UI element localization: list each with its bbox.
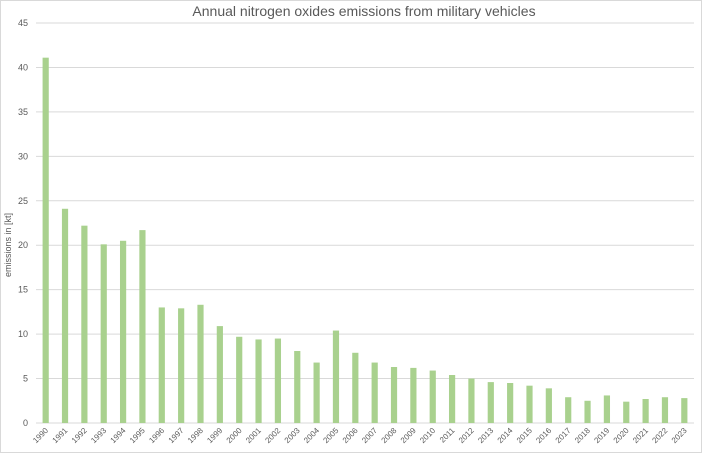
y-tick-label: 25 [18, 196, 28, 206]
bar-2012 [468, 378, 475, 423]
bar-2023 [681, 398, 688, 423]
x-tick-label: 2021 [631, 426, 650, 445]
bar-2013 [487, 382, 494, 423]
bar-2001 [255, 339, 262, 423]
y-tick-label: 5 [23, 374, 28, 384]
x-tick-label: 1994 [109, 426, 128, 445]
x-tick-label: 2013 [476, 426, 495, 445]
bar-2003 [294, 351, 301, 423]
x-tick-label: 2000 [225, 426, 244, 445]
y-tick-label: 35 [18, 107, 28, 117]
x-tick-label: 1992 [70, 426, 89, 445]
x-tick-label: 2016 [534, 426, 553, 445]
bar-2002 [274, 338, 282, 423]
bar-1991 [61, 208, 69, 423]
y-axis-label: emissions in [kt] [3, 213, 13, 277]
x-tick-label: 2006 [341, 426, 360, 445]
bar-2020 [623, 401, 630, 423]
x-tick-label: 2011 [438, 426, 457, 445]
bar-2009 [410, 367, 417, 423]
x-tick-label: 1997 [167, 426, 186, 445]
bar-1993 [100, 244, 107, 423]
bar-2019 [603, 395, 611, 423]
bar-2010 [429, 370, 436, 423]
bar-2015 [526, 385, 533, 423]
x-tick-label: 1991 [50, 426, 69, 445]
bar-2000 [236, 336, 243, 423]
bar-2005 [332, 330, 340, 423]
y-tick-labels: 0 5 10 15 20 25 30 35 40 45 [18, 18, 28, 428]
bar-1990 [42, 57, 49, 424]
x-tick-label: 2018 [573, 426, 592, 445]
bar-2004 [313, 362, 320, 423]
x-tick-label: 2001 [244, 426, 263, 445]
x-tick-label: 1993 [89, 426, 108, 445]
bar-1996 [158, 307, 165, 423]
y-tick-label: 15 [18, 285, 28, 295]
x-tick-label: 2019 [592, 426, 611, 445]
bar-2008 [390, 367, 398, 423]
bar-1998 [197, 304, 204, 423]
bar-1994 [119, 240, 127, 423]
y-tick-label: 0 [23, 418, 28, 428]
bars [42, 57, 688, 424]
bar-2011 [448, 375, 456, 423]
y-tick-label: 40 [18, 62, 28, 72]
x-tick-label: 2002 [263, 426, 282, 445]
y-tick-label: 45 [18, 18, 28, 28]
bar-2016 [545, 388, 552, 423]
x-tick-label: 2023 [670, 426, 689, 445]
bar-1997 [178, 308, 185, 423]
bar-2022 [661, 397, 669, 423]
y-tick-label: 20 [18, 240, 28, 250]
x-tick-label: 2008 [379, 426, 398, 445]
x-tick-label: 2007 [360, 426, 379, 445]
bar-1995 [139, 230, 146, 423]
x-tick-label: 2022 [650, 426, 669, 445]
bar-2014 [507, 383, 514, 423]
bar-1992 [81, 225, 88, 423]
x-tick-label: 2017 [554, 426, 573, 445]
bar-2018 [584, 400, 591, 423]
x-tick-label: 1995 [128, 426, 147, 445]
x-tick-label: 2012 [457, 426, 476, 445]
x-tick-label: 2005 [321, 426, 340, 445]
gridlines [36, 22, 694, 424]
y-tick-label: 10 [18, 329, 28, 339]
x-tick-labels: 1990 1991 1992 1993 1994 1995 1996 1997 1998 1999… [31, 426, 689, 445]
bar-2017 [565, 397, 572, 423]
y-tick-label: 30 [18, 151, 28, 161]
bar-2021 [642, 399, 649, 423]
x-tick-label: 2020 [612, 426, 631, 445]
chart-title: Annual nitrogen oxides emissions from mi… [192, 3, 535, 19]
bar-2006 [352, 352, 359, 423]
x-tick-label: 1999 [205, 426, 224, 445]
x-tick-label: 2015 [515, 426, 534, 445]
x-tick-label: 2003 [283, 426, 302, 445]
bar-1999 [216, 326, 223, 423]
x-tick-label: 1990 [31, 426, 50, 445]
x-tick-label: 2010 [418, 426, 437, 445]
x-tick-label: 2004 [302, 426, 321, 445]
x-tick-label: 1996 [147, 426, 166, 445]
x-tick-label: 2009 [399, 426, 418, 445]
x-tick-label: 2014 [496, 426, 515, 445]
x-tick-label: 1998 [186, 426, 205, 445]
bar-2007 [371, 362, 378, 423]
